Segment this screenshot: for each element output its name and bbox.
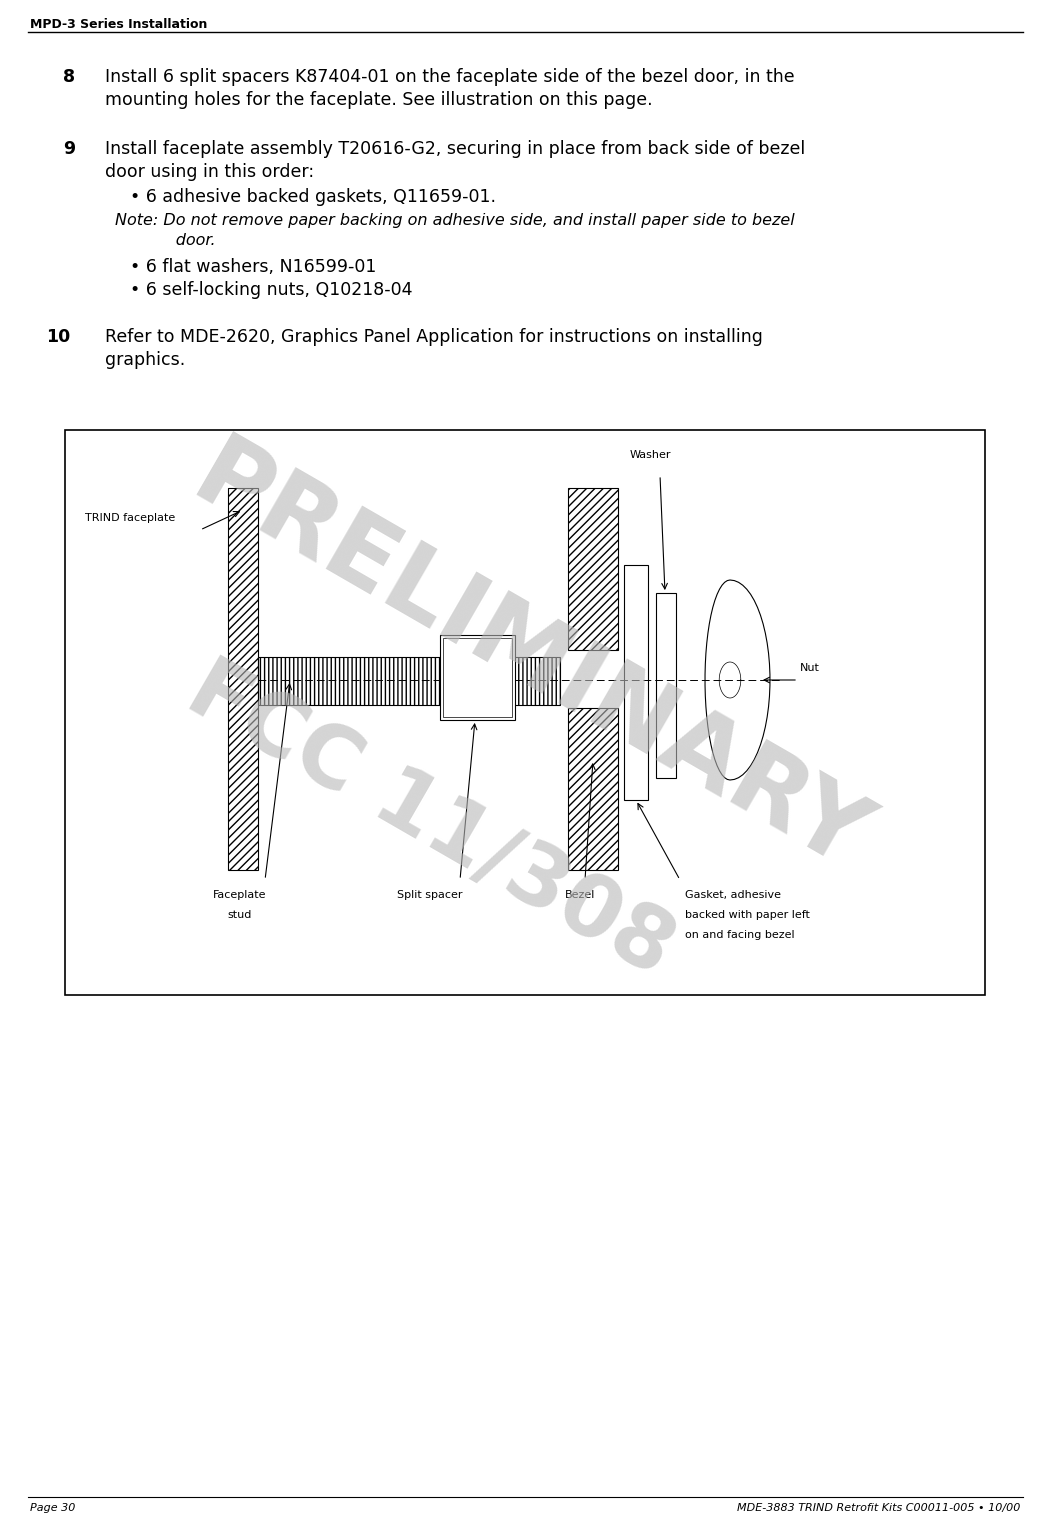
Bar: [568, 488, 618, 650]
Bar: [228, 488, 257, 870]
Text: backed with paper left: backed with paper left: [685, 910, 810, 921]
Bar: [65, 430, 985, 995]
Text: TRIND faceplate: TRIND faceplate: [85, 513, 176, 523]
Text: Install 6 split spacers K87404-01 on the faceplate side of the bezel door, in th: Install 6 split spacers K87404-01 on the…: [105, 68, 795, 87]
Bar: [440, 635, 515, 720]
Text: FCC 11/308: FCC 11/308: [172, 647, 687, 992]
Text: 9: 9: [63, 140, 75, 158]
Text: Gasket, adhesive: Gasket, adhesive: [685, 890, 781, 899]
Text: Note: Do not remove paper backing on adhesive side, and install paper side to be: Note: Do not remove paper backing on adh…: [115, 213, 795, 228]
Text: MDE-3883 TRIND Retrofit Kits C00011-005 • 10/00: MDE-3883 TRIND Retrofit Kits C00011-005 …: [737, 1502, 1021, 1513]
Bar: [257, 658, 560, 705]
Text: Split spacer: Split spacer: [397, 890, 462, 899]
Text: • 6 self-locking nuts, Q10218-04: • 6 self-locking nuts, Q10218-04: [130, 281, 412, 299]
Text: Washer: Washer: [630, 450, 672, 460]
Text: Bezel: Bezel: [564, 890, 595, 899]
Text: door using in this order:: door using in this order:: [105, 163, 314, 181]
Text: Nut: Nut: [800, 662, 820, 673]
Text: Install faceplate assembly T20616-G2, securing in place from back side of bezel: Install faceplate assembly T20616-G2, se…: [105, 140, 805, 158]
Text: stud: stud: [228, 910, 252, 921]
Bar: [624, 565, 648, 801]
Bar: [444, 638, 512, 717]
Text: Refer to MDE-2620, Graphics Panel Application for instructions on installing: Refer to MDE-2620, Graphics Panel Applic…: [105, 328, 763, 346]
Text: 10: 10: [46, 328, 70, 346]
Text: Page 30: Page 30: [30, 1502, 76, 1513]
Text: PRELIMINARY: PRELIMINARY: [177, 428, 884, 892]
Text: on and facing bezel: on and facing bezel: [685, 930, 795, 940]
Polygon shape: [705, 580, 770, 779]
Bar: [656, 592, 676, 778]
Text: mounting holes for the faceplate. See illustration on this page.: mounting holes for the faceplate. See il…: [105, 91, 653, 109]
Text: 8: 8: [63, 68, 75, 87]
Text: graphics.: graphics.: [105, 351, 185, 369]
Text: • 6 flat washers, N16599-01: • 6 flat washers, N16599-01: [130, 258, 376, 276]
Text: door.: door.: [145, 232, 215, 248]
Text: • 6 adhesive backed gaskets, Q11659-01.: • 6 adhesive backed gaskets, Q11659-01.: [130, 188, 496, 207]
Text: Faceplate: Faceplate: [213, 890, 267, 899]
Bar: [568, 708, 618, 870]
Text: MPD-3 Series Installation: MPD-3 Series Installation: [30, 18, 207, 30]
